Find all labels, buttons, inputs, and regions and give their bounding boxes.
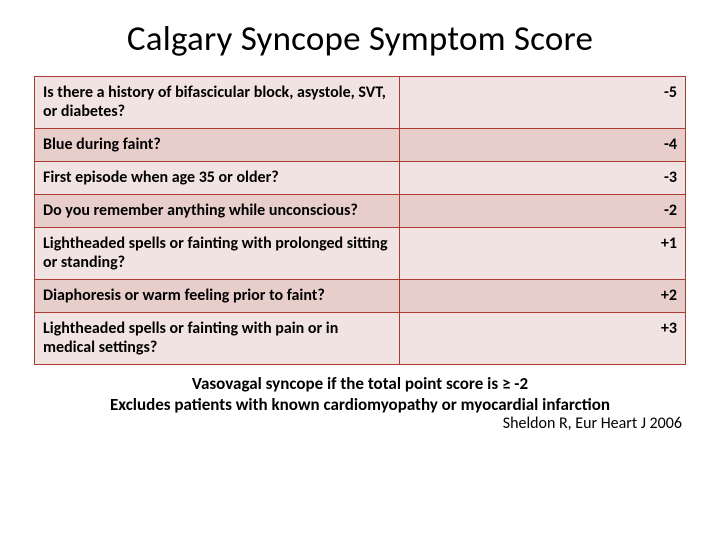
citation: Sheldon R, Eur Heart J 2006 — [34, 414, 686, 433]
slide-title: Calgary Syncope Symptom Score — [34, 18, 686, 60]
table-row: Is there a history of bifascicular block… — [35, 77, 686, 129]
question-cell: First episode when age 35 or older? — [35, 162, 400, 195]
value-cell: -3 — [399, 162, 685, 195]
question-cell: Blue during faint? — [35, 129, 400, 162]
table-row: Diaphoresis or warm feeling prior to fai… — [35, 280, 686, 313]
table-row: Do you remember anything while unconscio… — [35, 195, 686, 228]
value-cell: -5 — [399, 77, 685, 129]
question-cell: Diaphoresis or warm feeling prior to fai… — [35, 280, 400, 313]
score-table: Is there a history of bifascicular block… — [34, 76, 686, 365]
value-cell: +2 — [399, 280, 685, 313]
footer-line-1: Vasovagal syncope if the total point sco… — [192, 373, 528, 394]
question-cell: Lightheaded spells or fainting with pain… — [35, 313, 400, 365]
question-cell: Lightheaded spells or fainting with prol… — [35, 228, 400, 280]
value-cell: +3 — [399, 313, 685, 365]
value-cell: -2 — [399, 195, 685, 228]
value-cell: +1 — [399, 228, 685, 280]
value-cell: -4 — [399, 129, 685, 162]
question-cell: Is there a history of bifascicular block… — [35, 77, 400, 129]
table-row: Blue during faint? -4 — [35, 129, 686, 162]
question-cell: Do you remember anything while unconscio… — [35, 195, 400, 228]
table-row: First episode when age 35 or older? -3 — [35, 162, 686, 195]
footer-note: Vasovagal syncope if the total point sco… — [34, 373, 686, 416]
table-row: Lightheaded spells or fainting with prol… — [35, 228, 686, 280]
footer-line-2: Excludes patients with known cardiomyopa… — [110, 394, 610, 415]
slide-container: Calgary Syncope Symptom Score Is there a… — [0, 0, 720, 540]
table-row: Lightheaded spells or fainting with pain… — [35, 313, 686, 365]
